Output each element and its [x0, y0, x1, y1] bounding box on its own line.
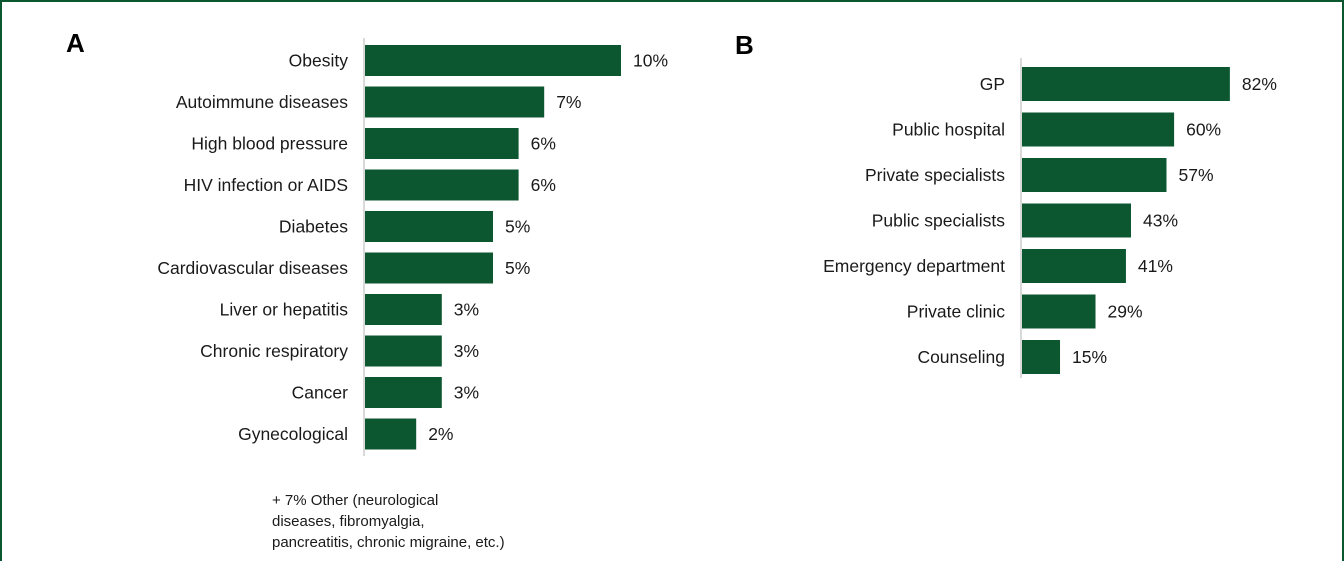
- bar: [1022, 203, 1132, 238]
- value-label: 3%: [454, 300, 479, 320]
- category-label: Emergency department: [823, 256, 1005, 276]
- bar: [1022, 249, 1126, 283]
- panel-a-note-line-1: + 7% Other (neurological: [272, 492, 438, 509]
- bar: [365, 45, 621, 76]
- bar: [365, 377, 442, 408]
- bar: [365, 128, 519, 159]
- panel-a-note-line-2: diseases, fibromyalgia,: [272, 513, 425, 530]
- category-label: Diabetes: [279, 217, 348, 237]
- category-label: Cancer: [292, 383, 349, 403]
- value-label: 3%: [454, 383, 479, 403]
- value-label: 6%: [531, 175, 556, 195]
- value-label: 29%: [1108, 302, 1143, 322]
- panel-a-note-line-3: pancreatitis, chronic migraine, etc.): [272, 534, 505, 551]
- category-label: Liver or hepatitis: [220, 300, 349, 320]
- category-label: Private specialists: [865, 165, 1005, 185]
- bar: [365, 294, 442, 325]
- bar: [1022, 67, 1230, 101]
- panel-a-note: + 7% Other (neurological diseases, fibro…: [272, 492, 505, 551]
- category-label: Cardiovascular diseases: [157, 258, 348, 278]
- value-label: 5%: [505, 217, 530, 237]
- bar: [365, 335, 442, 367]
- bar: [365, 252, 493, 284]
- category-label: Obesity: [289, 51, 349, 71]
- category-label: Counseling: [917, 347, 1005, 367]
- value-label: 5%: [505, 258, 530, 278]
- value-label: 6%: [531, 134, 556, 154]
- panel-a-label: A: [66, 28, 85, 58]
- value-label: 41%: [1138, 256, 1173, 276]
- category-label: Autoimmune diseases: [176, 92, 348, 112]
- chart-panel-b: B GP 82% Public hospital 60% Private special…: [735, 30, 1277, 378]
- category-label: Gynecological: [238, 424, 348, 444]
- bar: [365, 169, 519, 201]
- category-label: High blood pressure: [191, 134, 348, 154]
- value-label: 57%: [1178, 165, 1213, 185]
- value-label: 82%: [1242, 74, 1277, 94]
- value-label: 7%: [556, 92, 581, 112]
- bar: [1022, 294, 1096, 329]
- bar: [365, 86, 545, 118]
- panel-b-bars: GP 82% Public hospital 60% Private specialis…: [823, 67, 1277, 374]
- bar: [365, 211, 493, 242]
- panel-a-bars: Obesity 10% Autoimmune diseases 7% High bloo…: [157, 45, 668, 450]
- category-label: GP: [980, 74, 1005, 94]
- value-label: 3%: [454, 341, 479, 361]
- chart-panel-a: A Obesity 10% Autoimmune diseases 7% High bl…: [66, 28, 668, 551]
- category-label: HIV infection or AIDS: [184, 175, 348, 195]
- value-label: 60%: [1186, 120, 1221, 140]
- category-label: Public specialists: [872, 211, 1005, 231]
- category-label: Public hospital: [892, 120, 1005, 140]
- bar: [1022, 112, 1175, 147]
- category-label: Chronic respiratory: [200, 341, 348, 361]
- value-label: 10%: [633, 51, 668, 71]
- category-label: Private clinic: [907, 302, 1005, 322]
- bar: [1022, 158, 1167, 192]
- value-label: 15%: [1072, 347, 1107, 367]
- value-label: 43%: [1143, 211, 1178, 231]
- bar: [1022, 340, 1061, 374]
- value-label: 2%: [428, 424, 453, 444]
- panel-b-label: B: [735, 30, 754, 60]
- bar: [365, 418, 417, 450]
